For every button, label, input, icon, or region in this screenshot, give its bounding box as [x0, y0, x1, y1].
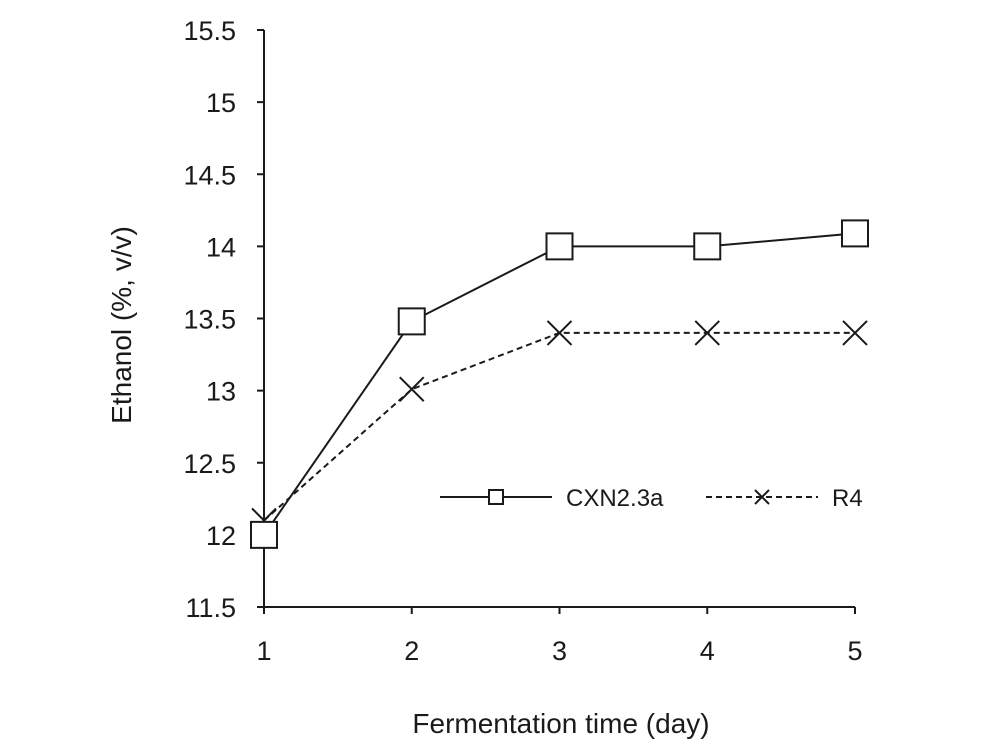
y-tick-label: 14	[206, 232, 236, 262]
series-line-cxn2-3a	[263, 232, 856, 536]
legend-label: R4	[832, 485, 863, 512]
y-tick-label: 13	[206, 377, 236, 407]
data-point-r4	[694, 320, 720, 346]
data-point-cxn2-3a	[693, 232, 722, 261]
legend-marker-square	[488, 489, 504, 505]
x-tick-label: 3	[552, 636, 567, 666]
x-marker-stroke	[546, 320, 573, 346]
x-tick-label: 1	[256, 636, 271, 666]
legend: CXN2.3a R4	[440, 485, 863, 512]
legend-marker-x	[754, 489, 770, 505]
y-tick-label: 11.5	[185, 593, 236, 623]
data-point-cxn2-3a	[841, 219, 869, 248]
axes	[263, 30, 855, 608]
x-marker-stroke	[754, 489, 770, 505]
x-marker-stroke	[842, 320, 868, 346]
y-axis-title: Ethanol (%, v/v)	[106, 226, 137, 424]
y-tick-label: 13.5	[183, 305, 236, 335]
data-point-r4	[546, 320, 573, 346]
data-point-cxn2-3a	[545, 232, 574, 261]
legend-label: CXN2.3a	[566, 485, 664, 512]
x-marker-stroke	[694, 320, 720, 346]
y-tick-label: 14.5	[183, 160, 236, 190]
data-point-cxn2-3a	[250, 520, 278, 549]
y-tick-label: 15	[206, 88, 236, 118]
x-tick-label: 4	[700, 636, 715, 666]
x-tick-label: 5	[847, 636, 862, 666]
y-axis-ticks: 11.5 12 12.5 13 13.5 14 14.5 15 15.5	[183, 16, 264, 623]
y-tick-label: 12	[206, 521, 236, 551]
series-layer	[250, 219, 869, 549]
x-marker-stroke	[399, 376, 425, 402]
y-tick-label: 12.5	[183, 449, 236, 479]
x-axis-ticks: 1 2 3 4 5	[256, 607, 863, 666]
x-axis-title: Fermentation time (day)	[412, 708, 709, 739]
data-point-cxn2-3a	[397, 307, 426, 336]
x-tick-label: 2	[404, 636, 419, 666]
y-tick-label: 15.5	[183, 16, 236, 46]
data-point-r4	[399, 376, 425, 402]
data-point-r4	[842, 320, 868, 346]
